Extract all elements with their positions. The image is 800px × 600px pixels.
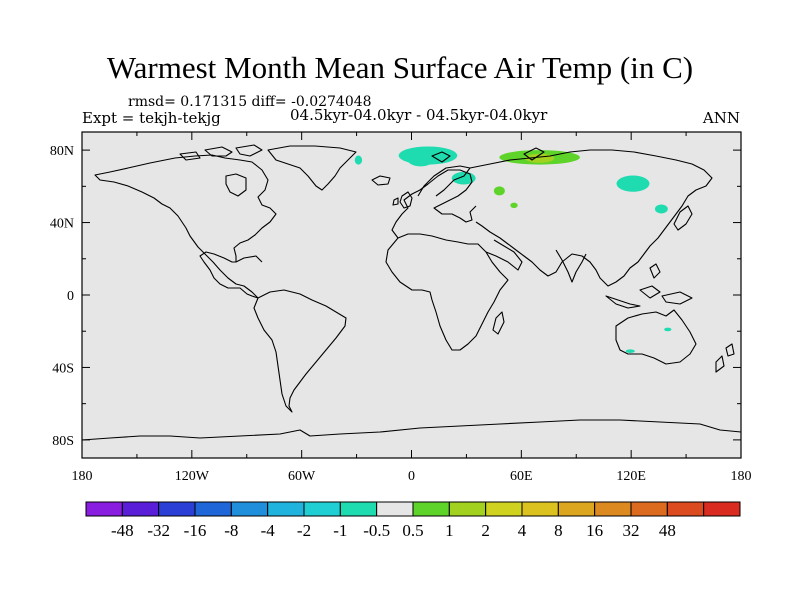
colorbar-label: 1: [445, 521, 454, 540]
colorbar-label: -8: [224, 521, 238, 540]
colorbar-swatch: [666, 501, 705, 517]
colorbar-swatch: [485, 501, 523, 517]
coastline-svalbard: [431, 147, 545, 163]
y-tick-label: 0: [67, 289, 74, 304]
colorbar-label: 2: [481, 521, 490, 540]
x-tick-label: 180: [731, 469, 752, 484]
anomaly-region-3: [616, 175, 650, 192]
coastline-britain: [392, 191, 413, 209]
colorbar-label: -32: [147, 521, 170, 540]
colorbar-swatch: [557, 501, 596, 517]
colorbar-swatch: [158, 501, 196, 517]
coastline-indonesia: [605, 263, 693, 309]
coastline-antarctica: [81, 419, 742, 441]
x-tick-label: 60W: [288, 469, 316, 484]
colorbar-swatch: [521, 501, 559, 517]
coastline-north-america: [94, 154, 277, 299]
anomaly-region-2: [451, 171, 476, 185]
colorbar-swatch: [703, 501, 741, 517]
anomaly-region-7: [493, 186, 505, 196]
coastline-japan: [673, 205, 693, 231]
y-tick-label: 40N: [50, 217, 74, 232]
coastline-scandinavia: [417, 165, 471, 197]
colorbar-label: 0.5: [402, 521, 423, 540]
coastline-madagascar: [492, 311, 505, 335]
colorbar-swatch: [376, 501, 414, 517]
colorbar-label: -1: [333, 521, 347, 540]
left-subtitle: Expt = tekjh-tekjg: [82, 109, 221, 127]
y-tick-label: 80S: [52, 434, 74, 449]
anomaly-region-1: [407, 153, 434, 167]
coastline-australia: [615, 309, 697, 365]
colorbar-label: -48: [111, 521, 134, 540]
colorbar-label: 16: [586, 521, 603, 540]
coastline-africa: [385, 233, 509, 351]
x-tick-label: 120W: [175, 469, 210, 484]
x-tick-label: 180: [72, 469, 93, 484]
axes-layer: 180 120W 60W 0 60E 120E 180 80N 40N 0 40S 80S: [50, 132, 752, 484]
stats-text: rmsd= 0.171315 diff= -0.0274048: [128, 94, 372, 110]
coastline-south-america: [253, 289, 347, 413]
colorbar-swatch: [594, 501, 632, 517]
coastline-arctic-islands: [179, 144, 263, 161]
coastline-asia: [469, 149, 713, 287]
colorbar-swatch: [448, 501, 487, 517]
colorbar-swatch: [85, 501, 123, 517]
colorbar-label: -2: [297, 521, 311, 540]
anomaly-region-11: [664, 327, 672, 332]
coastline-iceland: [371, 175, 391, 186]
colorbar-label: 32: [623, 521, 640, 540]
right-subtitle: ANN: [702, 109, 740, 127]
colorbar-label: -4: [261, 521, 276, 540]
colorbar-swatch: [121, 501, 160, 517]
colorbar: -48 -32 -16 -8 -4 -2 -1 -0.5 0.5 1 2 4 8 16 32 48: [85, 501, 741, 540]
coastline-india: [555, 249, 587, 283]
anomaly-region-4: [354, 155, 363, 165]
anomaly-region-10: [625, 349, 635, 353]
chart-title: Warmest Month Mean Surface Air Temp (in …: [106, 50, 694, 85]
x-tick-label: 60E: [510, 469, 533, 484]
x-tick-label: 120E: [616, 469, 646, 484]
colorbar-label: -0.5: [363, 521, 390, 540]
coastline-greenland: [267, 145, 357, 191]
colorbar-swatch: [303, 501, 341, 517]
colorbar-swatch: [230, 501, 269, 517]
colorbar-swatch: [630, 501, 668, 517]
anomaly-region-9: [654, 204, 668, 214]
colorbar-label: -16: [184, 521, 207, 540]
colorbar-swatch: [339, 501, 378, 517]
coastline-new-zealand: [715, 343, 735, 373]
coastline-caribbean: [235, 255, 263, 263]
colorbar-swatch: [267, 501, 305, 517]
anomaly-region-8: [510, 202, 518, 209]
colorbar-swatch: [194, 501, 232, 517]
colorbar-swatch: [412, 501, 450, 517]
y-tick-label: 40S: [52, 361, 74, 376]
y-tick-label: 80N: [50, 144, 74, 159]
center-subtitle: 04.5kyr-04.0kyr - 04.5kyr-04.0kyr: [290, 106, 548, 124]
colorbar-label: 4: [518, 521, 527, 540]
x-tick-label: 0: [408, 469, 415, 484]
colorbar-label: 48: [659, 521, 676, 540]
coastline-layer: [81, 144, 742, 441]
coastline-hudson-bay: [225, 173, 247, 197]
colorbar-label: 8: [554, 521, 563, 540]
coastline-arabia: [485, 239, 523, 271]
